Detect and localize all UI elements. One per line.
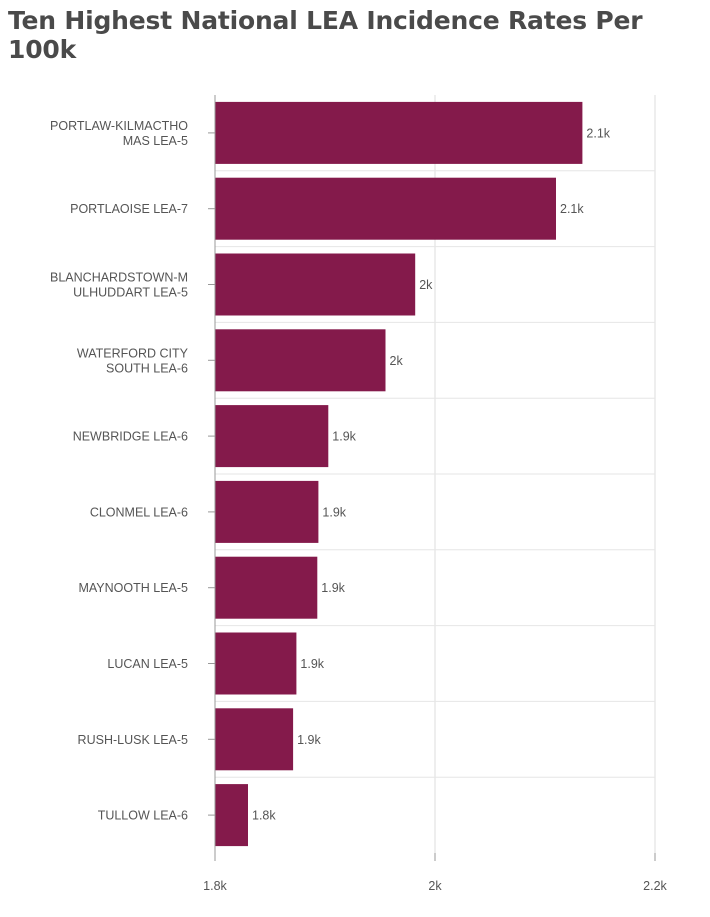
x-axis-ticks: 1.8k 2k 2.2k (203, 853, 668, 893)
category-label: CLONMEL LEA-6 (90, 505, 188, 519)
value-label: 1.8k (252, 809, 276, 823)
value-label: 1.9k (322, 505, 346, 519)
category-label: PORTLAOISE LEA-7 (70, 202, 188, 216)
chart-title: Ten Highest National LEA Incidence Rates… (8, 6, 643, 64)
bars (215, 101, 583, 847)
x-tick-label: 1.8k (203, 879, 227, 893)
category-label: NEWBRIDGE LEA-6 (73, 430, 188, 444)
category-label: BLANCHARDSTOWN-M ULHUDDART LEA-5 (50, 271, 188, 300)
value-label: 2.1k (560, 202, 584, 216)
bar (215, 405, 329, 468)
category-label: RUSH-LUSK LEA-5 (78, 733, 188, 747)
value-label: 1.9k (321, 581, 345, 595)
gridlines (214, 95, 656, 853)
x-tick-label: 2.2k (643, 879, 667, 893)
x-tick-label: 2k (428, 879, 442, 893)
value-label: 2.1k (586, 126, 610, 140)
category-label: PORTLAW-KILMACTHO MAS LEA-5 (50, 119, 188, 148)
category-label: LUCAN LEA-5 (107, 657, 188, 671)
bar (215, 329, 386, 392)
value-label: 1.9k (297, 733, 321, 747)
bar (215, 101, 583, 164)
category-label: WATERFORD CITY SOUTH LEA-6 (77, 346, 189, 375)
category-labels: PORTLAW-KILMACTHO MAS LEA-5 PORTLAOISE LEA… (50, 119, 215, 823)
bar (215, 632, 297, 695)
bar (215, 784, 248, 847)
category-label: MAYNOOTH LEA-5 (78, 581, 188, 595)
value-label: 1.9k (332, 430, 356, 444)
value-label: 2k (390, 354, 404, 368)
bar (215, 177, 556, 240)
bar (215, 253, 416, 316)
bar (215, 708, 294, 771)
bar (215, 556, 318, 619)
value-labels: 2.1k 2.1k 2k 2k 1.9k 1.9k 1.9k 1.9k 1.9k 1.8k (252, 126, 611, 822)
value-label: 2k (419, 278, 433, 292)
value-label: 1.9k (300, 657, 324, 671)
bar (215, 480, 319, 543)
category-label: TULLOW LEA-6 (98, 809, 188, 823)
